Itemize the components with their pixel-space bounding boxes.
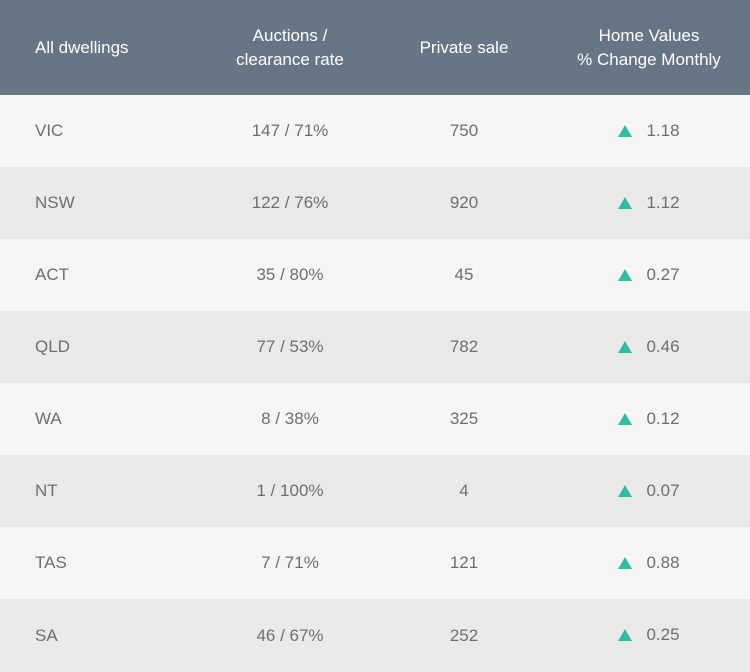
header-home-values-line1: Home Values: [598, 25, 700, 45]
change-cell: 0.25: [548, 625, 750, 646]
private-sale-cell: 121: [449, 553, 479, 572]
up-triangle-icon: [618, 268, 633, 281]
change-value: 0.12: [646, 408, 680, 428]
change-cell: 1.18: [548, 121, 750, 142]
change-cell: 0.46: [548, 337, 750, 358]
table-row: TAS 7 / 71% 121 0.88: [0, 527, 750, 599]
header-private-sale: Private sale: [419, 37, 509, 57]
header-auctions-clearance: Auctions / clearance rate: [200, 24, 380, 72]
change-cell: 0.12: [548, 409, 750, 430]
up-triangle-icon: [618, 412, 633, 425]
state-cell: ACT: [35, 265, 69, 284]
up-triangle-icon: [618, 484, 633, 497]
private-sale-cell: 782: [449, 337, 479, 356]
state-cell: TAS: [35, 553, 67, 572]
header-all-dwellings: All dwellings: [35, 37, 129, 57]
private-sale-cell: 4: [459, 481, 469, 500]
change-cell: 0.07: [548, 481, 750, 502]
up-triangle-icon: [618, 556, 633, 569]
header-home-values: Home Values % Change Monthly: [548, 24, 750, 72]
header-home-values-line2: % Change Monthly: [577, 49, 721, 69]
up-triangle-icon: [618, 629, 633, 641]
auctions-cell: 46 / 67%: [256, 625, 324, 645]
state-cell: SA: [35, 625, 58, 645]
private-sale-cell: 325: [449, 409, 479, 428]
table-row: NSW 122 / 76% 920 1.12: [0, 167, 750, 239]
private-sale-cell: 45: [454, 265, 474, 284]
private-sale-cell: 252: [449, 625, 479, 645]
change-value: 0.27: [646, 264, 680, 284]
table-header: All dwellings Auctions / clearance rate …: [0, 0, 750, 95]
up-triangle-icon: [618, 340, 633, 353]
change-value: 1.12: [646, 192, 680, 212]
change-cell: 0.27: [548, 265, 750, 286]
state-cell: QLD: [35, 337, 70, 356]
change-value: 1.18: [646, 120, 680, 140]
auctions-cell: 7 / 71%: [261, 553, 319, 572]
private-sale-cell: 750: [449, 121, 479, 140]
table-row: VIC 147 / 71% 750 1.18: [0, 95, 750, 167]
change-cell: 0.88: [548, 553, 750, 574]
change-value: 0.25: [646, 625, 680, 644]
auctions-cell: 122 / 76%: [251, 193, 329, 212]
up-triangle-icon: [618, 196, 633, 209]
auctions-cell: 77 / 53%: [256, 337, 324, 356]
table-row: QLD 77 / 53% 782 0.46: [0, 311, 750, 383]
state-cell: VIC: [35, 121, 64, 140]
change-value: 0.07: [646, 480, 680, 500]
change-value: 0.88: [646, 552, 680, 572]
auctions-cell: 35 / 80%: [256, 265, 324, 284]
header-auctions-line1: Auctions /: [252, 25, 328, 45]
up-triangle-icon: [618, 124, 633, 137]
auctions-cell: 147 / 71%: [251, 121, 329, 140]
change-value: 0.46: [646, 336, 680, 356]
header-auctions-line2: clearance rate: [236, 49, 344, 69]
state-cell: WA: [35, 409, 62, 428]
table-row: SA 46 / 67% 252 0.25: [0, 599, 750, 672]
change-cell: 1.12: [548, 193, 750, 214]
state-cell: NT: [35, 481, 58, 500]
auctions-cell: 8 / 38%: [261, 409, 319, 428]
state-cell: NSW: [35, 193, 75, 212]
table-row: ACT 35 / 80% 45 0.27: [0, 239, 750, 311]
auctions-cell: 1 / 100%: [256, 481, 324, 500]
table-row: WA 8 / 38% 325 0.12: [0, 383, 750, 455]
table-row: NT 1 / 100% 4 0.07: [0, 455, 750, 527]
private-sale-cell: 920: [449, 193, 479, 212]
